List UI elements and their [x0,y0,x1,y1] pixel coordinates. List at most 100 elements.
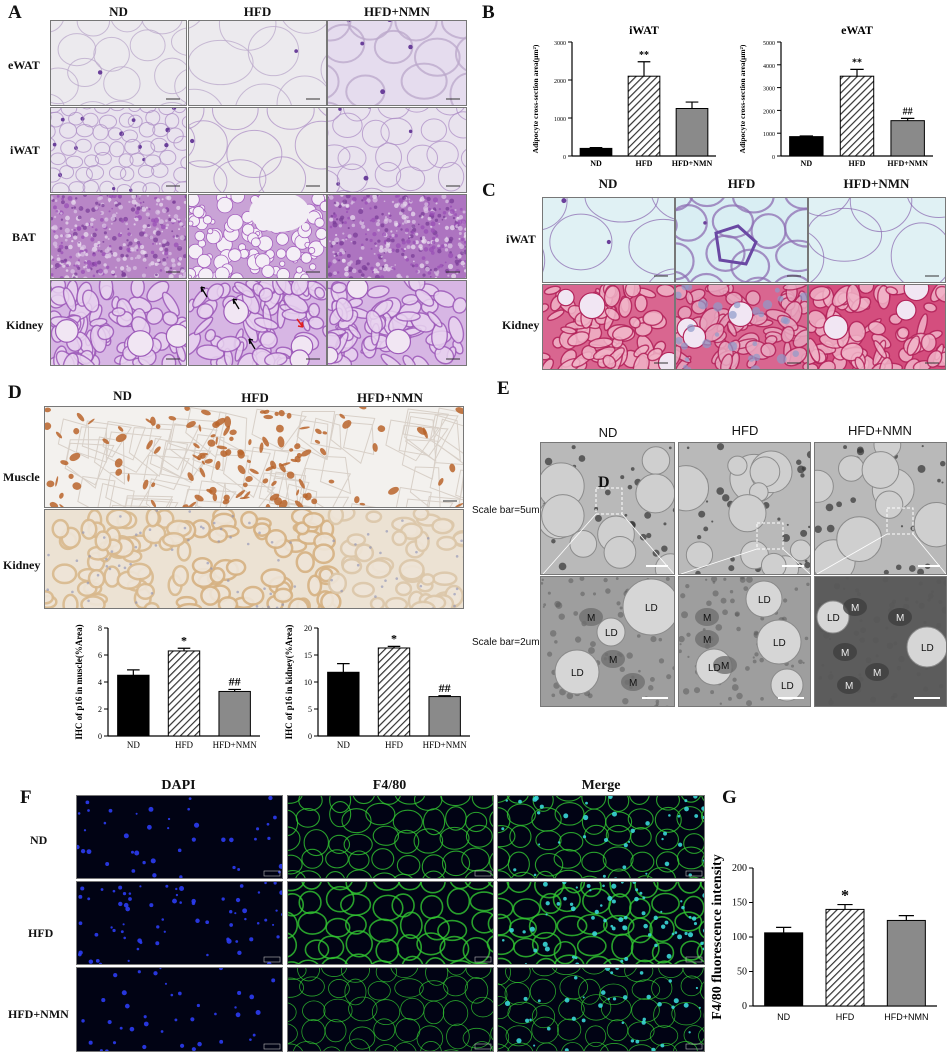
panel-c-image-kidney-hfd [675,284,808,370]
panel-e-m-label: M [587,613,595,624]
panel-f-row-nmn: HFD+NMN [8,1007,69,1021]
x-category-label: HFD [636,159,653,168]
error-bar [438,695,451,697]
error-bar [337,663,350,673]
panel-c-row-iwat: iWAT [506,232,536,246]
panel-f-row-hfd: HFD [28,926,54,940]
panel-c-col-nd: ND [598,176,618,191]
panel-a-image-ewat-nd [50,20,187,106]
panel-e-ld-label: LD [921,643,934,654]
panel-e-m-label: M [845,681,853,692]
bar-hfd [627,75,661,157]
panel-a-image-bat-hfd [188,194,327,279]
panel-d-kidney-chart: 0 5 10 15 20 ND HFD * HFD+NMN ## IHC of p16 in kid… [284,624,470,750]
significance-mark: * [181,633,187,647]
panel-e-col-nd: ND [598,425,618,440]
bar-hfd-nmn [886,919,926,1007]
panel-c-label: C [482,180,496,201]
bar-nd [789,136,824,157]
x-category-label: HFD [385,740,404,750]
panel-c-image-iwat-hfd [675,197,808,283]
panel-e-image-2um-nmn: LD LD M M M M M [814,576,947,707]
panel-f-image-nmn-merge [497,967,705,1052]
panel-d-image-muscle [44,406,464,508]
error-bar [898,915,914,921]
y-tick-label: 2000 [763,109,775,115]
panel-d-muscle-chart: 0 2 4 6 8 ND HFD * HFD+NMN ## IHC of p16 in muscle… [74,624,260,750]
x-category-label: ND [801,159,813,168]
panel-e-ld-label: LD [781,681,794,692]
x-category-label: HFD [849,159,866,168]
significance-mark: * [841,888,849,905]
y-tick-label: 2000 [554,79,566,85]
y-tick-label: 20 [304,624,312,633]
panel-e-ld-label: LD [645,603,658,614]
error-bar [637,61,651,77]
panel-f-image-nd-dapi [76,795,283,879]
panel-e-image-2um-hfd: LD LD LD LD M M M [678,576,811,707]
panel-e-ld-label: LD [571,668,584,679]
x-category-label: HFD [175,740,194,750]
y-tick-label: 0 [98,732,102,741]
panel-a-row-bat: BAT [12,230,36,244]
panel-e-image-5um-nd: D [540,442,675,575]
error-bar [900,117,915,121]
y-tick-label: 5000 [763,41,775,47]
x-category-label: ND [777,1012,790,1022]
panel-a-image-ewat-hfd [188,20,327,106]
bar-hfd-nmn [890,120,925,157]
panel-f-image-nmn-dapi [76,967,283,1052]
y-axis-label: Adipocyte cross-section area(μm²) [738,44,747,153]
panel-f-image-hfd-merge [497,881,705,965]
bar-hfd [839,75,875,157]
panel-e-m-label: M [851,603,859,614]
y-tick-label: 50 [737,967,747,978]
panel-d-col-hfd: HFD [241,390,269,405]
panel-c-image-iwat-nmn [808,197,946,283]
y-tick-label: 1000 [763,132,775,138]
y-tick-label: 200 [732,863,747,874]
error-bar [837,903,853,910]
panel-f-col-f480: F4/80 [372,778,407,793]
panel-e-m-label: M [896,613,904,624]
panel-a-image-bat-nd [50,194,187,279]
panel-e-scale-2um: Scale bar=2um [472,637,540,648]
panel-d-label: D [8,382,22,403]
panel-d-col-nmn: HFD+NMN [357,390,423,405]
panel-a-col-nd: ND [109,4,128,19]
bar-nd [764,932,804,1007]
panel-e-ld-label: LD [605,628,618,639]
y-tick-label: 2 [98,705,102,714]
y-tick-label: 100 [732,932,747,943]
panel-e-m-label: M [703,635,711,646]
panel-e-m-label: M [721,661,729,672]
panel-c-row-kidney: Kidney [502,318,540,332]
bar-hfd [377,647,411,737]
y-axis-label: IHC of p16 in muscle(%Area) [74,624,84,739]
panel-c-col-nmn: HFD+NMN [843,176,910,191]
panel-a-row-ewat: eWAT [8,58,40,72]
panel-a-row-iwat: iWAT [10,143,40,157]
y-tick-label: 6 [98,651,102,660]
panel-g-f480-chart: 0 50 100 150 200 ND HFD * HFD+NMN F4/80 fluoresce… [710,854,937,1022]
error-bar [685,101,699,109]
panel-b-ewat-chart: 0 1000 2000 3000 4000 5000 ND HFD ** HFD+NMN ## eWA… [738,23,933,168]
bar-hfd [167,650,201,737]
x-category-label: HFD+NMN [672,159,713,168]
panel-e-inset-letter: D [598,474,610,491]
y-tick-label: 8 [98,624,102,633]
chart-title: eWAT [841,23,873,37]
panel-e-m-label: M [609,655,617,666]
significance-mark: * [391,631,397,645]
significance-mark: ** [852,57,862,68]
panel-e-ld-label: LD [708,663,721,674]
x-category-label: HFD+NMN [884,1012,928,1022]
panel-c-col-hfd: HFD [727,176,756,191]
panel-a-col-hfd: HFD [243,4,272,19]
panel-c-image-iwat-nd [542,197,675,283]
y-tick-label: 5 [308,705,312,714]
panel-f-row-nd: ND [30,833,48,847]
error-bar [850,68,864,77]
y-tick-label: 3000 [554,41,566,47]
panel-d-row-muscle: Muscle [3,470,40,484]
